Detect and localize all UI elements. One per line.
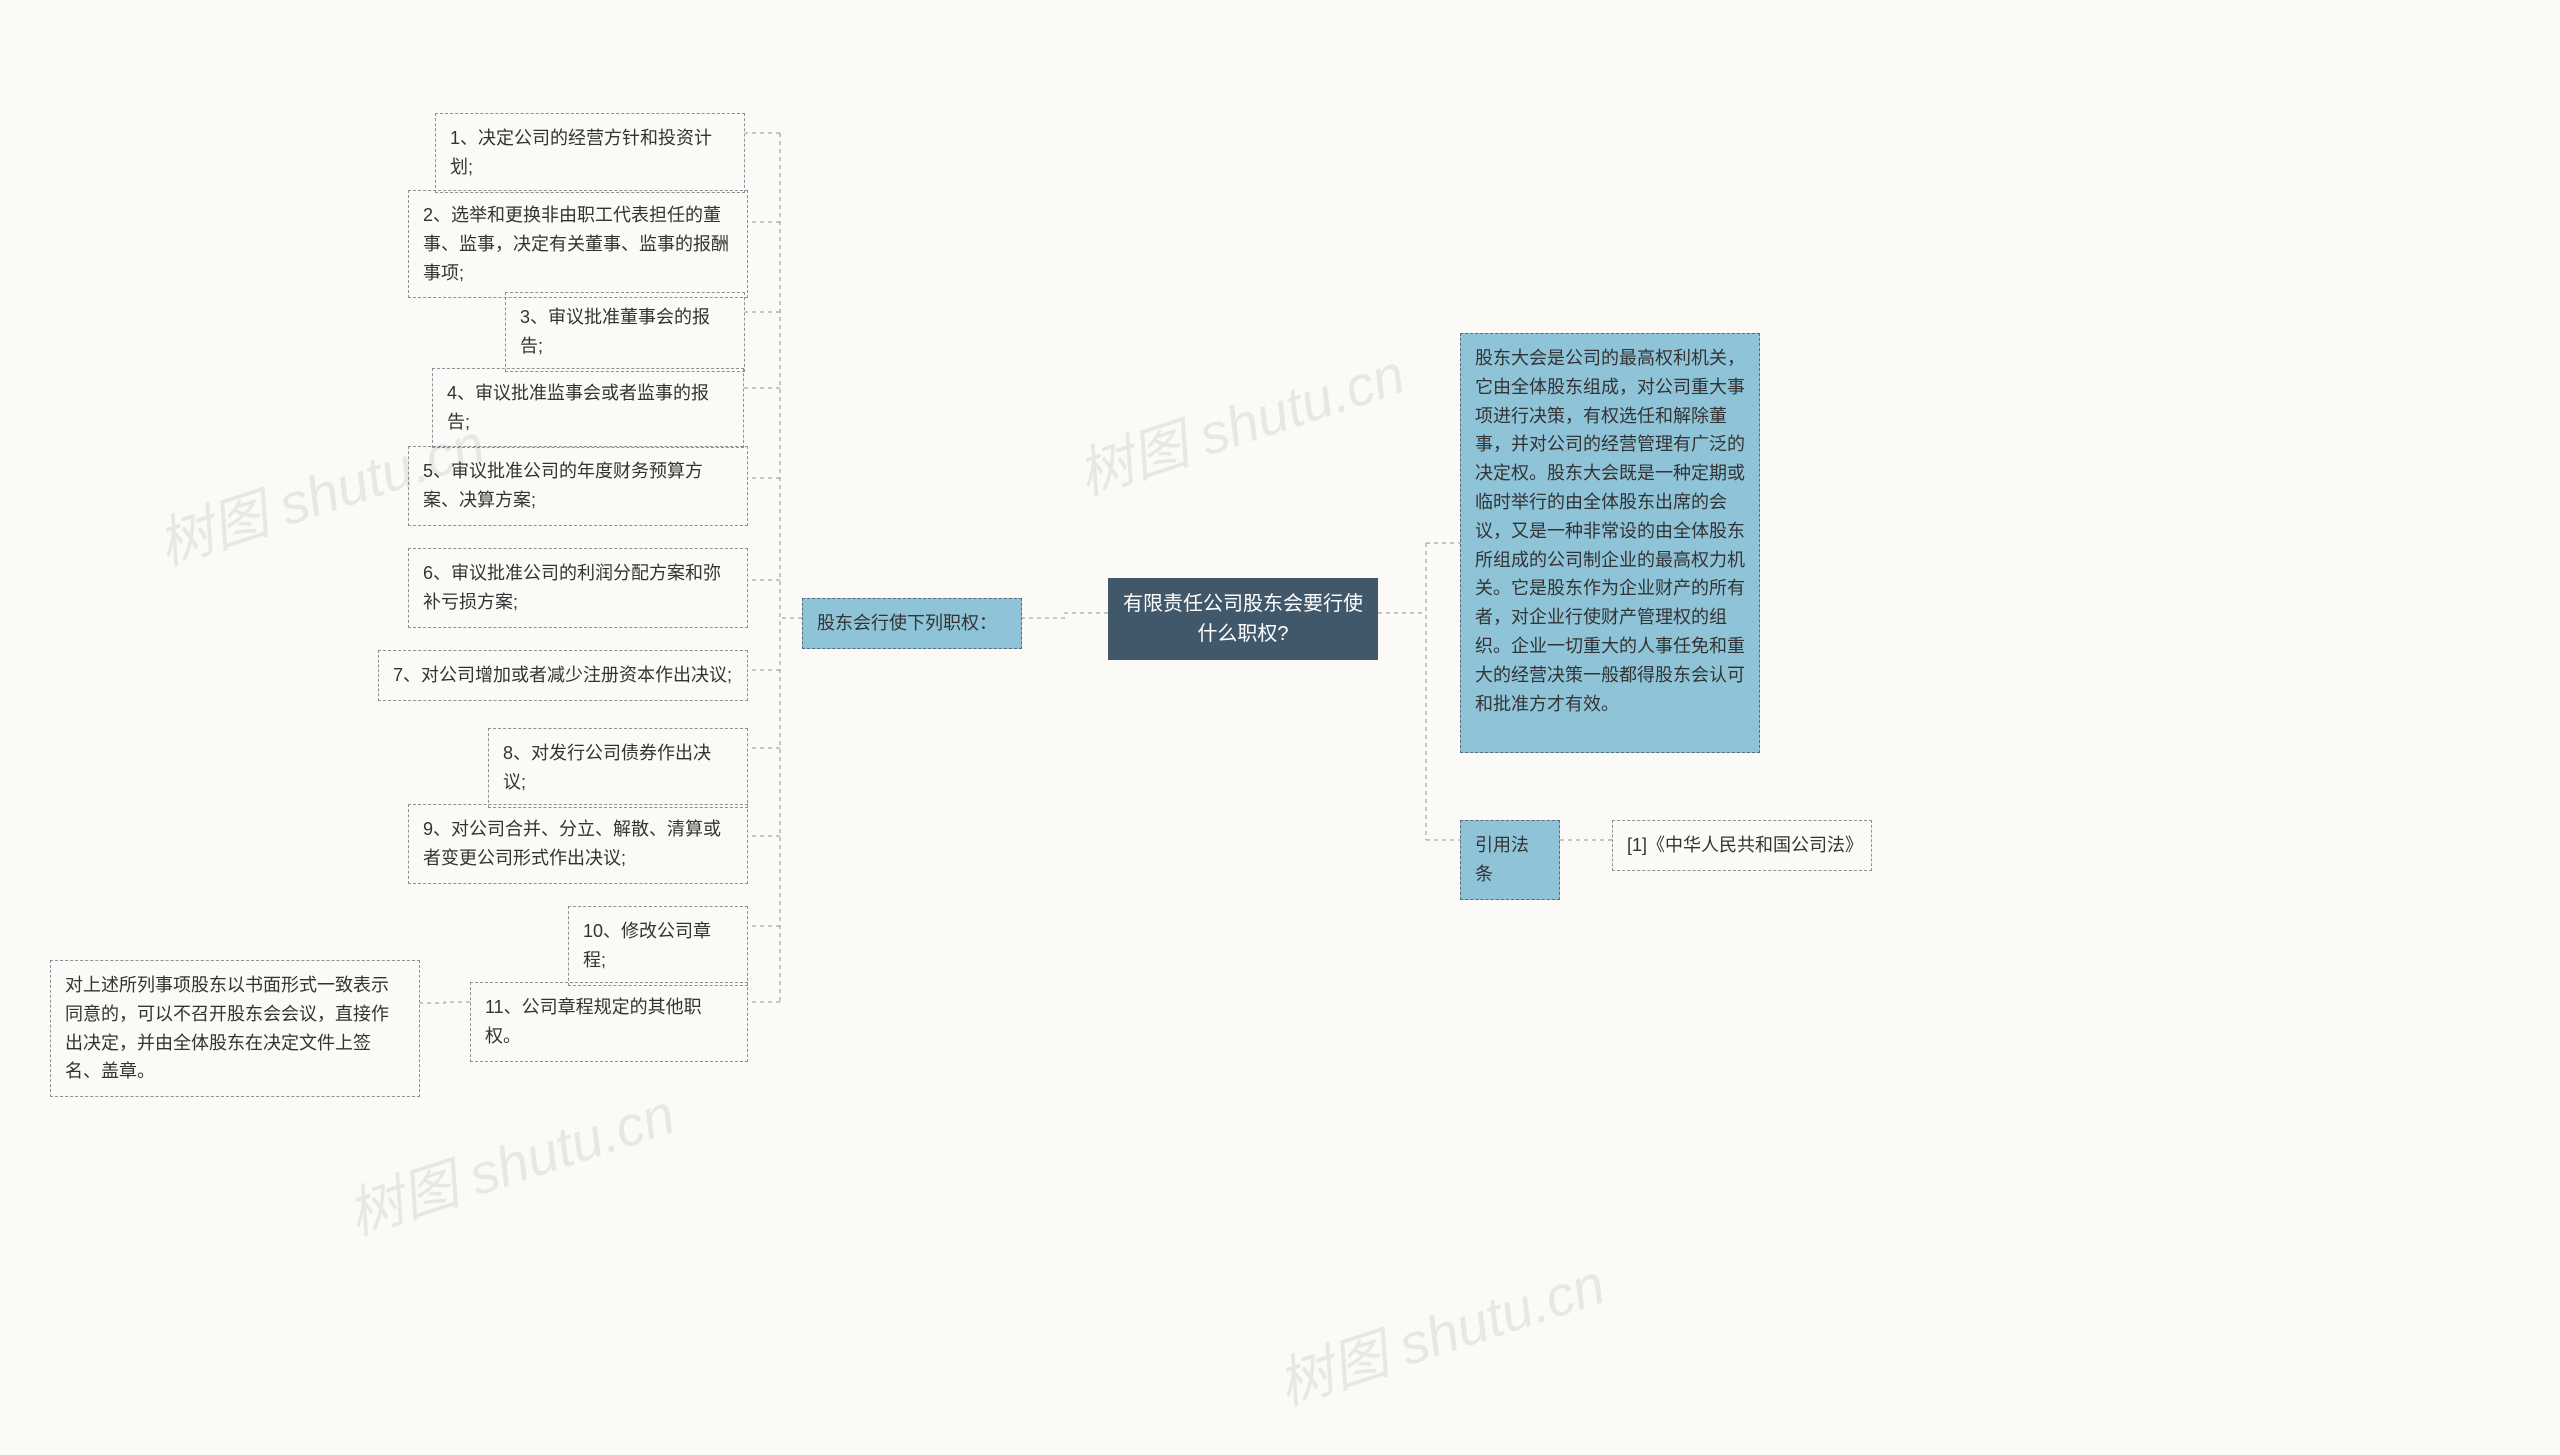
- left-branch-label: 股东会行使下列职权：: [802, 598, 1022, 649]
- left-item: 3、审议批准董事会的报告;: [505, 292, 745, 372]
- right-ref-label: 引用法条: [1460, 820, 1560, 900]
- watermark: 树图 shutu.cn: [1066, 330, 1414, 512]
- left-item-text: 2、选举和更换非由职工代表担任的董事、监事，决定有关董事、监事的报酬事项;: [423, 205, 729, 283]
- left-item: 4、审议批准监事会或者监事的报告;: [432, 368, 744, 448]
- root-text: 有限责任公司股东会要行使什么职权?: [1123, 593, 1363, 645]
- left-item-text: 3、审议批准董事会的报告;: [520, 307, 710, 356]
- left-item: 5、审议批准公司的年度财务预算方案、决算方案;: [408, 446, 748, 526]
- left-item-text: 10、修改公司章程;: [583, 921, 711, 970]
- left-item-text: 6、审议批准公司的利润分配方案和弥补亏损方案;: [423, 563, 721, 612]
- root-node: 有限责任公司股东会要行使什么职权?: [1108, 578, 1378, 660]
- left-item: 11、公司章程规定的其他职权。: [470, 982, 748, 1062]
- left-item: 7、对公司增加或者减少注册资本作出决议;: [378, 650, 748, 701]
- left-note: 对上述所列事项股东以书面形式一致表示同意的，可以不召开股东会会议，直接作出决定，…: [50, 960, 420, 1097]
- left-item-text: 7、对公司增加或者减少注册资本作出决议;: [393, 665, 732, 685]
- left-item: 8、对发行公司债券作出决议;: [488, 728, 748, 808]
- left-note-text: 对上述所列事项股东以书面形式一致表示同意的，可以不召开股东会会议，直接作出决定，…: [65, 975, 389, 1081]
- left-item: 9、对公司合并、分立、解散、清算或者变更公司形式作出决议;: [408, 804, 748, 884]
- left-branch-label-text: 股东会行使下列职权：: [817, 613, 997, 633]
- left-item-text: 8、对发行公司债券作出决议;: [503, 743, 711, 792]
- left-item-text: 5、审议批准公司的年度财务预算方案、决算方案;: [423, 461, 703, 510]
- right-ref-item-text: [1]《中华人民共和国公司法》: [1627, 835, 1863, 855]
- left-item-text: 9、对公司合并、分立、解散、清算或者变更公司形式作出决议;: [423, 819, 721, 868]
- left-item-text: 4、审议批准监事会或者监事的报告;: [447, 383, 709, 432]
- left-item: 10、修改公司章程;: [568, 906, 748, 986]
- connectors-layer: [0, 0, 2560, 1455]
- watermark: 树图 shutu.cn: [1266, 1240, 1614, 1422]
- left-item: 1、决定公司的经营方针和投资计划;: [435, 113, 745, 193]
- left-item: 2、选举和更换非由职工代表担任的董事、监事，决定有关董事、监事的报酬事项;: [408, 190, 748, 298]
- right-ref-item: [1]《中华人民共和国公司法》: [1612, 820, 1872, 871]
- right-ref-label-text: 引用法条: [1475, 835, 1529, 884]
- left-item-text: 11、公司章程规定的其他职权。: [485, 997, 702, 1046]
- right-description-text: 股东大会是公司的最高权利机关，它由全体股东组成，对公司重大事项进行决策，有权选任…: [1475, 348, 1745, 714]
- right-description: 股东大会是公司的最高权利机关，它由全体股东组成，对公司重大事项进行决策，有权选任…: [1460, 333, 1760, 753]
- left-item: 6、审议批准公司的利润分配方案和弥补亏损方案;: [408, 548, 748, 628]
- left-item-text: 1、决定公司的经营方针和投资计划;: [450, 128, 712, 177]
